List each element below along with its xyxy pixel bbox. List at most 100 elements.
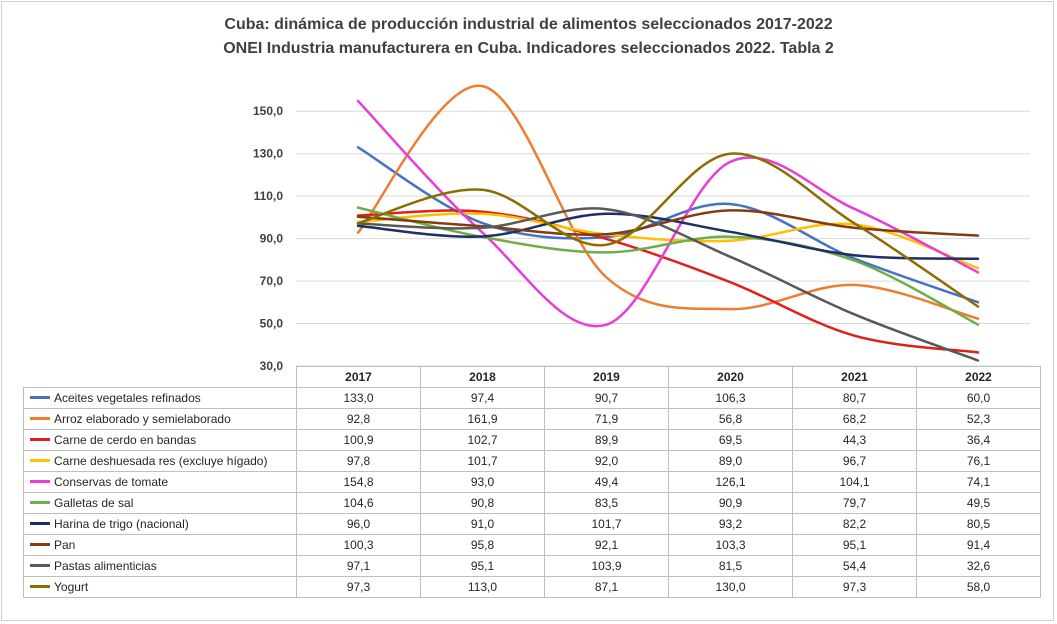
data-label: 95,8 — [420, 534, 545, 556]
data-label: 93,0 — [420, 471, 545, 493]
data-label: 97,3 — [296, 576, 421, 598]
data-label: 104,6 — [296, 492, 421, 514]
data-label: 96,7 — [792, 450, 917, 472]
chart-title: Cuba: dinámica de producción industrial … — [224, 16, 833, 33]
x-category-label: 2022 — [916, 366, 1041, 388]
legend-entry: Arroz elaborado y semielaborado — [23, 408, 297, 430]
legend-key — [30, 417, 50, 421]
table-header-row: 2017 2018 2019 2020 2021 2022 — [23, 366, 1041, 388]
series-name: Conservas de tomate — [54, 475, 169, 489]
data-label: 106,3 — [668, 387, 793, 409]
data-label: 54,4 — [792, 555, 917, 577]
data-label: 95,1 — [792, 534, 917, 556]
data-label: 101,7 — [544, 513, 669, 535]
legend-key — [30, 459, 50, 463]
data-label: 100,9 — [296, 429, 421, 451]
series-name: Pastas alimenticias — [54, 559, 157, 573]
y-tick-label: 90,0 — [260, 232, 284, 246]
x-category-label: 2021 — [792, 366, 917, 388]
data-label: 49,5 — [916, 492, 1041, 514]
series-line-6 — [356, 206, 980, 326]
data-label: 101,7 — [420, 450, 545, 472]
data-label: 32,6 — [916, 555, 1041, 577]
table-row: Conservas de tomate 154,8 93,0 49,4 126,1 104… — [23, 471, 1041, 493]
data-label: 97,8 — [296, 450, 421, 472]
data-label: 90,9 — [668, 492, 793, 514]
series-name: Arroz elaborado y semielaborado — [54, 412, 231, 426]
data-label: 97,4 — [420, 387, 545, 409]
data-label: 91,4 — [916, 534, 1041, 556]
table-row: Galletas de sal 104,6 90,8 83,5 90,9 79,7 49,5 — [23, 492, 1041, 514]
data-label: 130,0 — [668, 576, 793, 598]
series-name: Carne de cerdo en bandas — [54, 433, 197, 447]
data-label: 74,1 — [916, 471, 1041, 493]
legend-entry: Yogurt — [23, 576, 297, 598]
legend-entry: Conservas de tomate — [23, 471, 297, 493]
y-tick-label: 150,0 — [253, 104, 283, 118]
series-line-8 — [356, 209, 980, 237]
legend-entry: Carne de cerdo en bandas — [23, 429, 297, 451]
data-label: 81,5 — [668, 555, 793, 577]
legend-key — [30, 396, 50, 400]
series-line-4 — [356, 212, 980, 270]
data-label: 79,7 — [792, 492, 917, 514]
legend-entry: Carne deshuesada res (excluye hígado) — [23, 450, 297, 472]
series-name: Harina de trigo (nacional) — [54, 517, 189, 531]
data-label: 97,3 — [792, 576, 917, 598]
data-label: 58,0 — [916, 576, 1041, 598]
data-label: 100,3 — [296, 534, 421, 556]
data-label: 52,3 — [916, 408, 1041, 430]
data-label: 89,9 — [544, 429, 669, 451]
data-label: 90,8 — [420, 492, 545, 514]
series-line-10 — [356, 152, 980, 308]
table-row: Yogurt 97,3 113,0 87,1 130,0 97,3 58,0 — [23, 576, 1041, 598]
data-label: 80,5 — [916, 513, 1041, 535]
data-label: 93,2 — [668, 513, 793, 535]
data-label: 97,1 — [296, 555, 421, 577]
table-row: Arroz elaborado y semielaborado 92,8 161,9… — [23, 408, 1041, 430]
legend-key — [30, 522, 50, 526]
x-category-label: 2018 — [420, 366, 545, 388]
data-label: 95,1 — [420, 555, 545, 577]
legend-key — [30, 438, 50, 442]
data-label: 161,9 — [420, 408, 545, 430]
data-label: 102,7 — [420, 429, 545, 451]
series-name: Galletas de sal — [54, 496, 134, 510]
y-tick-label: 70,0 — [260, 274, 284, 288]
data-label: 82,2 — [792, 513, 917, 535]
data-label: 49,4 — [544, 471, 669, 493]
data-label: 90,7 — [544, 387, 669, 409]
data-label: 96,0 — [296, 513, 421, 535]
series-name: Pan — [54, 538, 76, 552]
legend-key — [30, 480, 50, 484]
legend-key — [30, 585, 50, 589]
legend-entry: Pan — [23, 534, 297, 556]
data-label: 89,0 — [668, 450, 793, 472]
table-row: Carne deshuesada res (excluye hígado) 97,… — [23, 450, 1041, 472]
data-label: 92,8 — [296, 408, 421, 430]
data-label: 56,8 — [668, 408, 793, 430]
table-corner — [23, 366, 297, 388]
table-row: Aceites vegetales refinados 133,0 97,4 90,7… — [23, 387, 1041, 409]
data-label: 126,1 — [668, 471, 793, 493]
table-row: Pastas alimenticias 97,1 95,1 103,9 81,5 54,4… — [23, 555, 1041, 577]
x-category-label: 2019 — [544, 366, 669, 388]
legend-key — [30, 501, 50, 505]
legend-key — [30, 543, 50, 547]
table-row: Harina de trigo (nacional) 96,0 91,0 101,7 9… — [23, 513, 1041, 535]
series-line-3 — [356, 209, 980, 354]
series-name: Carne deshuesada res (excluye hígado) — [54, 454, 268, 468]
legend-key — [30, 564, 50, 568]
legend-entry: Harina de trigo (nacional) — [23, 513, 297, 535]
series-name: Aceites vegetales refinados — [54, 391, 201, 405]
chart-subtitle: ONEI Industria manufacturera en Cuba. In… — [223, 40, 834, 57]
y-tick-label: 50,0 — [260, 317, 284, 331]
x-category-label: 2017 — [296, 366, 421, 388]
y-tick-label: 130,0 — [253, 147, 283, 161]
legend-entry: Galletas de sal — [23, 492, 297, 514]
data-label: 103,3 — [668, 534, 793, 556]
data-label: 60,0 — [916, 387, 1041, 409]
data-label: 83,5 — [544, 492, 669, 514]
data-label: 68,2 — [792, 408, 917, 430]
